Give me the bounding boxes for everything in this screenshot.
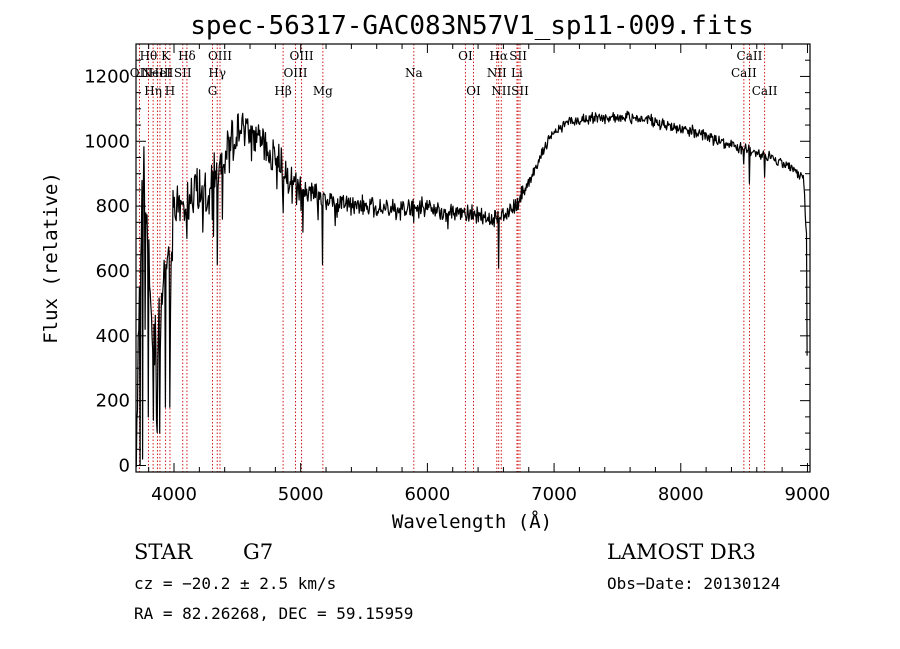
object-subclass: G7 (243, 540, 273, 564)
x-tick-label: 9000 (785, 484, 831, 505)
y-tick-label: 600 (96, 261, 130, 282)
x-axis-label: Wavelength (Å) (392, 510, 552, 533)
spectral-line-label: K (161, 49, 171, 63)
spectral-line-label: CaII (737, 49, 763, 63)
spectral-line-label: OI (458, 49, 473, 63)
spectral-line-label: G (208, 84, 218, 98)
spectral-line-label: NII (487, 66, 507, 80)
spectral-line-label: SII (511, 84, 529, 98)
spectral-line-label: Na (405, 66, 423, 80)
spectral-line-label: Hβ (274, 84, 291, 98)
x-tick-label: 6000 (404, 484, 450, 505)
spectral-line-label: NII (491, 84, 511, 98)
spectral-line-label: H (165, 84, 175, 98)
plot-frame (135, 43, 811, 473)
y-tick-label: 0 (119, 456, 130, 477)
observation-date: Obs−Date: 20130124 (607, 574, 780, 593)
spectral-line-label: SII (509, 49, 527, 63)
spectrum-line (135, 110, 808, 468)
chart-title: spec-56317-GAC083N57V1_sp11-009.fits (190, 11, 754, 41)
spectral-line-label: CaII (731, 66, 757, 80)
spectral-line-markers (138, 44, 766, 472)
spectral-line-label: OIII (283, 66, 307, 80)
spectral-line-label: OIII (208, 49, 232, 63)
redshift-readout: cz = −20.2 ± 2.5 km/s (134, 574, 336, 593)
spectral-line-label: HeI (149, 66, 172, 80)
spectral-line-label: Hδ (178, 49, 196, 63)
spectral-line-label: SII (174, 66, 192, 80)
spectral-line-label: Hθ (140, 49, 158, 63)
spectral-line-labels: OIIHθHηNeIIIHeIKHSIIHδGHγOIIIHβOIIIOIIIM… (130, 49, 778, 98)
x-tick-label: 7000 (531, 484, 577, 505)
y-tick-label: 400 (96, 326, 130, 347)
y-tick-label: 1000 (84, 131, 130, 152)
y-axis-label: Flux (relative) (40, 172, 62, 344)
spectral-line-label: Hη (144, 84, 162, 98)
spectral-line-label: CaII (752, 84, 778, 98)
x-tick-label: 5000 (278, 484, 324, 505)
spectral-line-label: Mg (313, 84, 333, 98)
spectral-line-label: Li (511, 66, 523, 80)
spectral-line-label: OI (466, 84, 481, 98)
object-class: STAR (134, 540, 193, 564)
survey-name: LAMOST DR3 (607, 540, 756, 564)
spectral-line-label: NeIII (141, 66, 173, 80)
x-axis-ticks: 4000 5000 6000 7000 8000 9000 (148, 44, 831, 505)
spectral-line-label: OIII (290, 49, 314, 63)
spectral-line-label: Hα (489, 49, 508, 63)
y-tick-label: 200 (96, 391, 130, 412)
spectral-line-label: Hγ (208, 66, 226, 80)
coordinates-readout: RA = 82.26268, DEC = 59.15959 (134, 604, 413, 623)
y-tick-label: 800 (96, 196, 130, 217)
y-axis-ticks: 0 200 400 600 800 1000 1200 (84, 59, 810, 477)
x-tick-label: 8000 (658, 484, 704, 505)
x-tick-label: 4000 (151, 484, 197, 505)
y-tick-label: 1200 (84, 66, 130, 87)
